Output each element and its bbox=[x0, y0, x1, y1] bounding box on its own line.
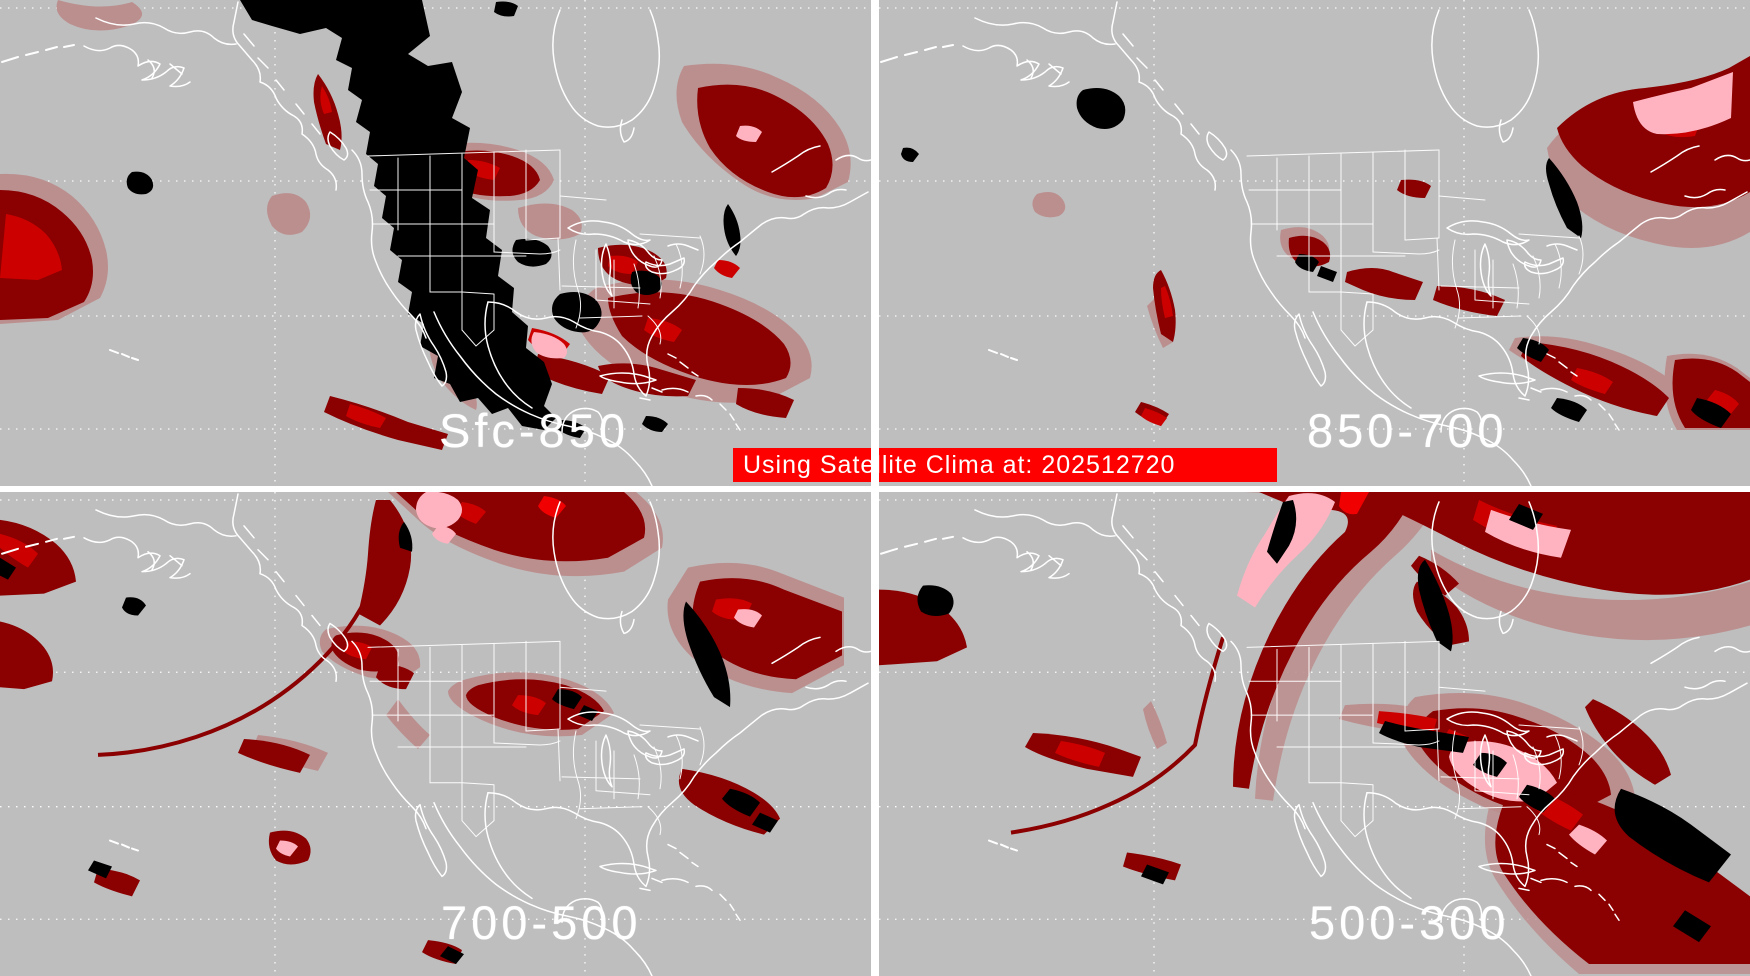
panel-map-500-300 bbox=[879, 492, 1750, 976]
panel-label-850-700: 850-700 bbox=[1307, 404, 1508, 457]
panel-label-700-500: 700-500 bbox=[441, 896, 642, 949]
clouds-850-700 bbox=[901, 56, 1750, 430]
panel-label-500-300: 500-300 bbox=[1309, 896, 1510, 949]
status-banner-text: Using Satellite Clima at: 202512720 bbox=[743, 450, 1176, 479]
status-banner: Using Satellite Clima at: 202512720 bbox=[733, 448, 1277, 482]
panel-divider-horizontal bbox=[0, 486, 1750, 492]
panel-map-850-700 bbox=[879, 0, 1750, 486]
clouds-500-300 bbox=[879, 492, 1750, 975]
panel-map-sfc-850 bbox=[0, 0, 871, 486]
panel-label-sfc-850: Sfc-850 bbox=[439, 404, 629, 457]
panel-map-700-500 bbox=[0, 492, 871, 976]
